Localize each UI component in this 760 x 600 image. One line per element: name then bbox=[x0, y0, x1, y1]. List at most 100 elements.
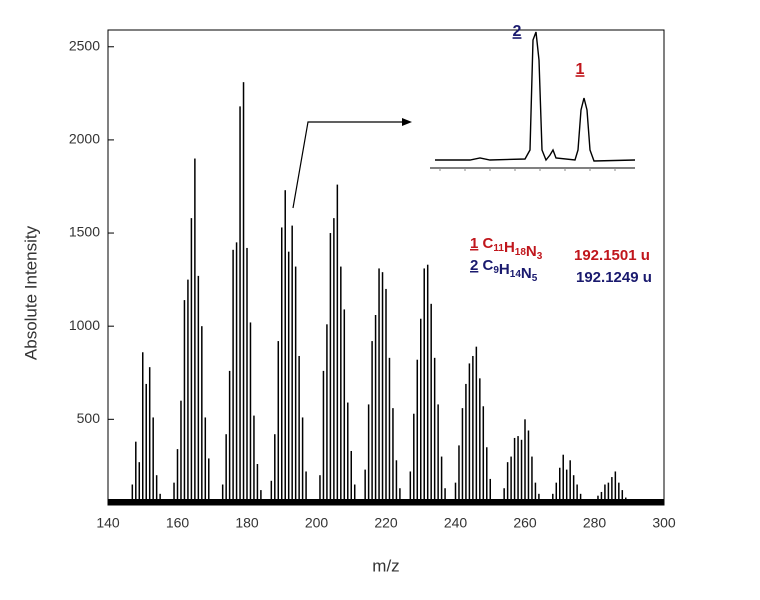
peak bbox=[281, 227, 283, 505]
peak bbox=[534, 482, 537, 505]
peak bbox=[433, 357, 436, 505]
peak bbox=[319, 475, 321, 505]
peak bbox=[239, 106, 241, 505]
peak bbox=[333, 218, 335, 505]
peak bbox=[253, 415, 255, 505]
y-tick-label: 500 bbox=[77, 410, 101, 426]
peak bbox=[287, 251, 290, 505]
y-tick-label: 1000 bbox=[69, 317, 100, 333]
annotation-index: 1 bbox=[470, 235, 478, 252]
arrow bbox=[292, 121, 403, 209]
inset bbox=[430, 31, 636, 171]
peak bbox=[322, 370, 325, 505]
peak bbox=[260, 490, 262, 505]
peak bbox=[197, 275, 200, 505]
peak bbox=[458, 445, 460, 505]
peak bbox=[187, 279, 189, 505]
peak bbox=[625, 497, 627, 505]
peak bbox=[503, 488, 505, 505]
x-tick-label: 300 bbox=[652, 515, 676, 531]
peak bbox=[208, 458, 210, 505]
peak bbox=[378, 268, 380, 505]
element: C bbox=[483, 257, 494, 274]
peak bbox=[284, 190, 286, 505]
element: C bbox=[483, 235, 494, 252]
x-tick-label: 280 bbox=[583, 515, 607, 531]
peak bbox=[614, 471, 617, 505]
inset-ticks bbox=[439, 168, 616, 171]
peak bbox=[454, 482, 457, 505]
peak bbox=[371, 341, 373, 505]
peak bbox=[576, 484, 578, 505]
x-tick-label: 180 bbox=[235, 515, 259, 531]
peak bbox=[527, 430, 530, 505]
peak bbox=[204, 417, 207, 505]
peak bbox=[305, 471, 307, 505]
peak bbox=[367, 404, 370, 505]
peak bbox=[416, 359, 419, 505]
peak bbox=[249, 322, 252, 505]
peak bbox=[426, 264, 429, 505]
x-tick-label: 220 bbox=[374, 515, 398, 531]
peak bbox=[572, 475, 575, 505]
x-tick-label: 240 bbox=[444, 515, 468, 531]
peak bbox=[395, 460, 398, 505]
peak bbox=[221, 484, 224, 505]
peak bbox=[135, 441, 137, 505]
y-tick-label: 2000 bbox=[69, 131, 100, 147]
peak bbox=[510, 456, 512, 505]
peak bbox=[420, 318, 422, 505]
annotation: 2 C9H14N5 192.1249 u bbox=[470, 257, 652, 286]
x-tick-label: 260 bbox=[513, 515, 537, 531]
y-axis-label: Absolute Intensity bbox=[21, 225, 40, 360]
peak bbox=[607, 482, 610, 505]
peak bbox=[479, 378, 481, 505]
peak bbox=[274, 434, 276, 505]
element-count: 14 bbox=[510, 269, 522, 280]
inset-label: 2 bbox=[513, 23, 522, 40]
mass: 192.1249 u bbox=[576, 269, 652, 286]
peak bbox=[444, 488, 446, 505]
peak bbox=[374, 315, 377, 505]
peak bbox=[604, 484, 606, 505]
peak bbox=[399, 488, 401, 505]
peak bbox=[326, 324, 328, 505]
element: N bbox=[526, 243, 537, 260]
peak bbox=[569, 460, 571, 505]
peak bbox=[190, 218, 193, 505]
peak bbox=[159, 493, 161, 505]
peak bbox=[194, 158, 196, 505]
peak bbox=[597, 495, 599, 505]
peak bbox=[176, 449, 179, 505]
peak bbox=[621, 490, 624, 505]
peak bbox=[228, 370, 231, 505]
peak bbox=[353, 484, 356, 505]
element: H bbox=[504, 239, 515, 256]
element-count: 11 bbox=[493, 243, 504, 254]
peak bbox=[232, 249, 234, 505]
peak bbox=[340, 266, 342, 505]
peak bbox=[336, 184, 339, 505]
peak bbox=[294, 266, 297, 505]
annotation-index: 2 bbox=[470, 257, 478, 274]
mass: 192.1501 u bbox=[574, 247, 650, 264]
peak bbox=[347, 402, 349, 505]
peak bbox=[579, 493, 582, 505]
peak bbox=[329, 233, 332, 505]
peak bbox=[225, 434, 227, 505]
element: N bbox=[521, 265, 532, 282]
peak bbox=[468, 363, 471, 505]
peak bbox=[392, 408, 394, 505]
element: H bbox=[499, 261, 510, 278]
peak bbox=[472, 355, 474, 505]
peak bbox=[413, 413, 415, 505]
peak bbox=[437, 404, 439, 505]
inset-label: 1 bbox=[576, 61, 585, 78]
x-tick-label: 140 bbox=[96, 515, 120, 531]
peak bbox=[520, 439, 523, 505]
peak bbox=[173, 482, 175, 505]
peak bbox=[513, 437, 516, 505]
peak bbox=[409, 471, 412, 505]
element-count: 9 bbox=[493, 265, 499, 276]
